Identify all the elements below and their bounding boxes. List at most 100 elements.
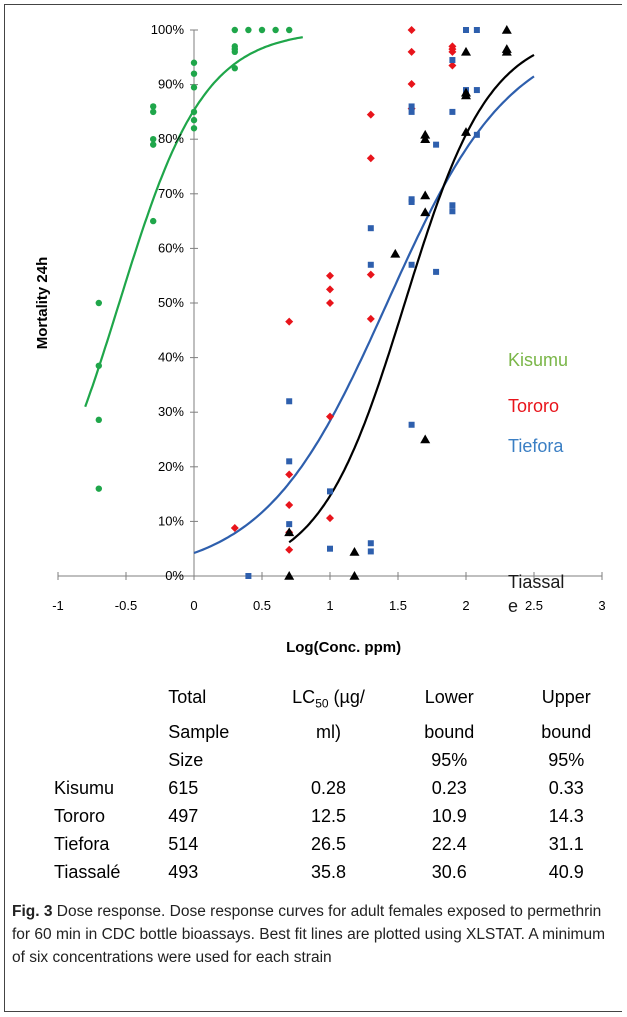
table-cell [54,746,168,774]
point-kisumu [95,485,103,492]
point-tiefora [473,27,480,33]
y-tick-label: 100% [151,22,185,37]
point-tiassale [284,571,295,580]
point-tororo [366,314,375,323]
table-cell: 35.8 [311,861,347,882]
point-tiefora [449,208,456,215]
point-kisumu [95,416,103,424]
point-kisumu [95,299,103,307]
table-cell: 12.5 [311,805,347,826]
point-kisumu [245,26,252,34]
point-tiefora [408,103,415,110]
point-kisumu [190,116,198,124]
table-cell: 10.9 [431,805,467,826]
point-tiefora [449,57,456,64]
figure-label: Fig. 3 [12,903,53,920]
point-tororo [448,61,457,70]
x-tick-label: -1 [52,598,64,613]
data-points [95,25,512,580]
table-row: Kisumu 615 0.28 0.23 0.33 [54,774,627,802]
point-tororo [366,154,375,163]
table-cell: Tororo [54,805,106,826]
point-tiefora [408,198,415,205]
x-tick-label: 3 [598,598,605,613]
table-cell: Upper [541,687,591,707]
point-tororo [448,47,457,56]
legend-label: e [508,596,518,616]
point-tiefora [408,421,415,428]
point-kisumu [150,108,157,116]
point-kisumu [190,59,198,66]
lc50-table: Total LC50 (µg/Lower Upper Sample ml) bound bo… [54,683,627,886]
table-cell: Lower [424,687,474,707]
point-tororo [407,26,416,34]
table-cell: 40.9 [548,861,584,882]
point-tiefora [286,458,293,465]
point-kisumu [231,48,238,56]
y-tick-label: 90% [158,77,184,92]
point-tiassale [420,190,431,200]
table-cell: Size [168,749,204,770]
y-tick-label: 50% [158,295,184,310]
point-tiefora [473,87,480,94]
table-cell: 95% [548,749,585,770]
point-tiefora [367,540,374,547]
point-kisumu [150,103,157,110]
table-header-row: Total LC50 (µg/Lower Upper [54,683,627,718]
table-cell: Tiefora [54,833,110,854]
point-kisumu [190,84,198,91]
point-tiassale [390,248,401,258]
x-tick-label: 1 [326,598,333,613]
point-tiefora [408,261,415,268]
point-tiassale [349,546,360,556]
table-cell: 22.4 [431,833,467,854]
chart-labels: -1 -0.5 0 0.5 1 1.5 2 2.5 30%10%20%30%40%50%60%7… [34,22,606,656]
table-cell: Kisumu [54,777,115,798]
point-tiefora [433,141,440,148]
table-cell [54,718,168,746]
table-cell: 30.6 [431,861,467,882]
legend-label: Kisumu [508,350,568,370]
table-cell: 514 [168,833,199,854]
point-kisumu [231,26,238,34]
table-cell: bound [424,721,475,742]
table-row: Tiefora 514 26.5 22.4 31.1 [54,830,627,858]
table-cell: bound [541,721,592,742]
point-tororo [285,317,294,326]
point-tororo [407,47,416,56]
point-tiefora [286,398,293,405]
point-kisumu [190,125,198,132]
y-tick-label: 70% [158,186,184,201]
point-tiefora [245,573,252,579]
point-tororo [326,299,334,307]
point-tororo [407,80,416,89]
table-cell: 615 [168,777,199,798]
point-tiassale [420,134,431,143]
table-cell: 0.33 [548,777,584,798]
table-cell [264,746,393,774]
table-cell [54,683,168,718]
point-kisumu [150,141,157,148]
point-tororo [285,501,294,510]
point-kisumu [272,26,279,34]
point-tiefora [286,521,293,528]
point-kisumu [286,26,293,34]
point-tiassale [349,571,360,580]
x-axis-title: Log(Conc. ppm) [286,639,401,656]
y-tick-label: 10% [158,513,184,528]
point-tororo [326,514,334,523]
point-tororo [326,412,334,421]
y-tick-label: 40% [158,350,184,365]
y-tick-label: 0% [165,568,184,583]
x-tick-label: 1.5 [389,598,407,613]
point-kisumu [95,362,103,369]
point-tiassale [420,434,431,444]
table-cell: 95% [431,749,468,770]
table-cell: Sample [168,721,230,742]
point-kisumu [150,217,157,225]
y-tick-label: 20% [158,459,184,474]
point-tiefora [463,27,469,33]
dose-response-chart: -1 -0.5 0 0.5 1 1.5 2 2.5 30%10%20%30%40%50%60%7… [34,22,606,656]
point-kisumu [190,108,198,116]
x-tick-label: 2.5 [525,598,543,613]
